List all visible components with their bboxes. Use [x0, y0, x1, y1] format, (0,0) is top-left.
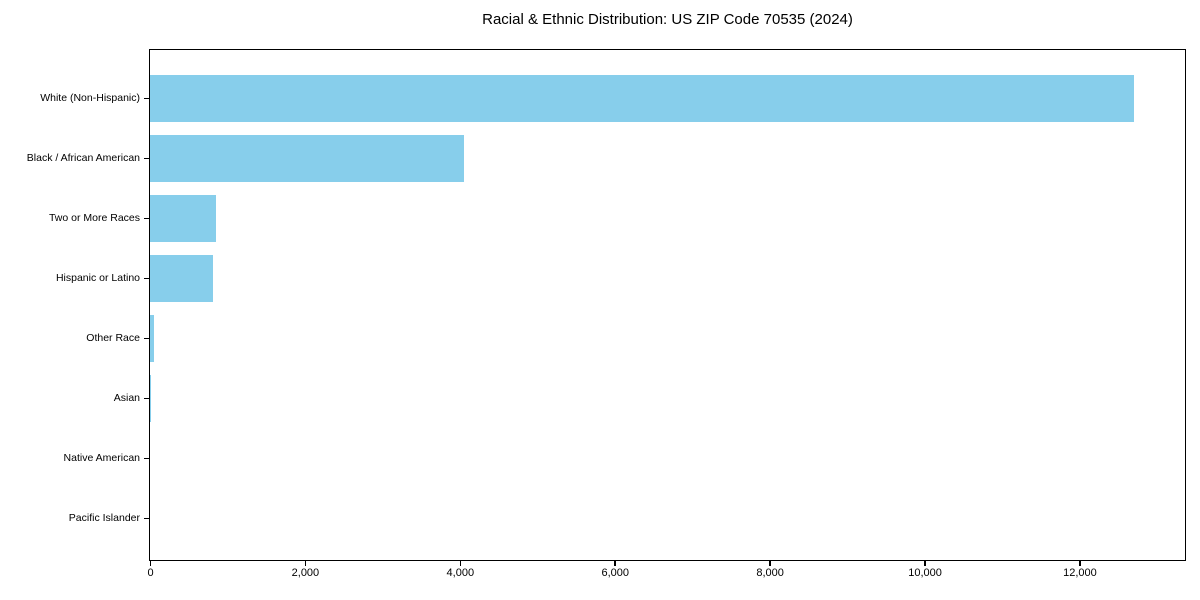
bar-black-african-american — [150, 134, 464, 182]
x-tick-label-12-000: 12,000 — [1063, 567, 1097, 579]
x-tick-label-0: 0 — [147, 567, 154, 579]
x-tick-mark — [459, 561, 462, 566]
y-tick-mark — [144, 217, 149, 220]
x-tick-mark — [924, 561, 926, 566]
x-tick-mark — [769, 561, 771, 566]
plot-area — [149, 49, 1186, 561]
y-tick-label-two-or-more-races: Two or More Races — [48, 212, 140, 224]
x-tick-label-6-000: 6,000 — [601, 567, 629, 579]
y-tick-mark — [144, 97, 149, 100]
y-tick-label-black-african-american: Black / African American — [26, 152, 140, 164]
y-tick-label-hispanic-or-latino: Hispanic or Latino — [55, 272, 140, 284]
y-tick-mark — [144, 397, 149, 400]
y-tick-mark — [144, 517, 149, 520]
y-tick-mark — [144, 457, 149, 460]
y-tick-label-white-non-hispanic: White (Non-Hispanic) — [40, 92, 140, 104]
x-tick-mark — [149, 561, 152, 566]
x-tick-mark — [1079, 561, 1081, 566]
y-tick-label-other-race: Other Race — [86, 332, 140, 344]
bar-asian — [150, 374, 151, 422]
y-tick-mark — [144, 277, 149, 280]
chart-title: Racial & Ethnic Distribution: US ZIP Cod… — [482, 11, 853, 28]
bar-white-non-hispanic — [150, 74, 1134, 122]
x-tick-label-8-000: 8,000 — [756, 567, 784, 579]
y-tick-label-asian: Asian — [113, 392, 140, 404]
y-tick-label-native-american: Native American — [63, 452, 140, 464]
y-tick-mark — [144, 337, 149, 340]
bar-two-or-more-races — [150, 194, 216, 242]
x-tick-mark — [304, 561, 307, 566]
x-tick-mark — [614, 561, 616, 566]
x-tick-label-2-000: 2,000 — [291, 567, 320, 579]
y-tick-mark — [144, 157, 149, 160]
y-tick-label-pacific-islander: Pacific Islander — [68, 512, 140, 524]
bar-other-race — [150, 314, 154, 362]
x-tick-label-10-000: 10,000 — [908, 567, 942, 579]
bar-hispanic-or-latino — [150, 254, 213, 302]
x-tick-label-4-000: 4,000 — [446, 567, 475, 579]
